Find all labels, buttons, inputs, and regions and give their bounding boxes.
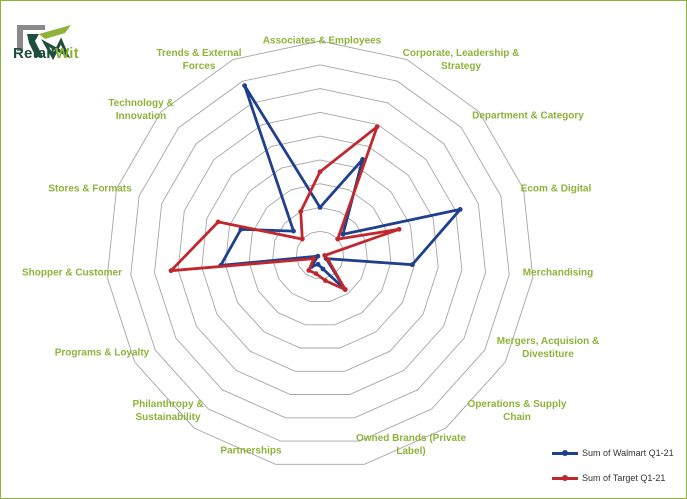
- logo-text-wit: Wit: [55, 45, 79, 62]
- grid-ring: [224, 159, 416, 349]
- grid-ring: [177, 111, 463, 395]
- data-point-walmart: [409, 262, 415, 268]
- data-point-walmart: [320, 266, 326, 272]
- category-label: Ecom & Digital: [521, 184, 592, 195]
- category-labels: Associates & Employees Corporate, Leaders…: [22, 36, 599, 458]
- legend-swatch-walmart: [552, 449, 578, 456]
- series-line-target: [169, 125, 401, 292]
- logo-wordmark: RetailWit: [13, 45, 79, 62]
- data-point-target: [168, 268, 174, 274]
- data-point-target: [325, 257, 331, 263]
- retailwit-logo-icon: [17, 25, 71, 61]
- data-point-target: [342, 287, 348, 292]
- radar-series: [168, 83, 463, 292]
- data-point-target: [298, 209, 304, 215]
- category-label: Shopper & Customer: [22, 268, 122, 279]
- logo-text-retail: Retail: [13, 45, 56, 62]
- data-point-target: [335, 236, 341, 242]
- data-point-target: [323, 278, 328, 283]
- category-label: Corporate, Leadership & Strategy: [403, 48, 520, 72]
- data-point-target: [311, 256, 317, 261]
- category-label: Philanthropy & Sustainability: [132, 399, 203, 423]
- category-label: Owned Brands (Private Label): [356, 433, 466, 457]
- legend-item-walmart: Sum of Walmart Q1-21: [552, 446, 674, 460]
- data-point-target: [313, 271, 319, 276]
- grid-ring: [130, 64, 510, 442]
- data-point-walmart: [340, 231, 346, 237]
- legend-swatch-target: [552, 474, 578, 481]
- data-point-target: [306, 268, 312, 273]
- grid-ring: [201, 135, 439, 372]
- grid-ring: [248, 183, 392, 326]
- data-point-walmart: [242, 83, 248, 88]
- category-label: Stores & Formats: [48, 184, 132, 195]
- category-label: Partnerships: [220, 446, 282, 457]
- data-point-walmart: [457, 207, 463, 212]
- category-label: Programs & Loyalty: [55, 348, 150, 359]
- series-line-walmart: [219, 84, 462, 292]
- data-point-target: [299, 236, 305, 242]
- grid-ring: [272, 206, 368, 302]
- category-label: Technology & Innovation: [108, 98, 173, 122]
- category-label: Operations & Supply Chain: [468, 399, 567, 423]
- legend-label-target: Sum of Target Q1-21: [582, 473, 666, 483]
- data-point-target: [317, 169, 323, 175]
- grid-ring: [106, 40, 534, 465]
- data-point-walmart: [315, 253, 321, 259]
- category-label: Merchandising: [523, 268, 594, 279]
- data-point-walmart: [291, 228, 296, 234]
- data-point-target: [374, 124, 380, 130]
- legend: Sum of Walmart Q1-21 Sum of Target Q1-21: [552, 446, 674, 496]
- category-label: Trends & External Forces: [156, 48, 241, 72]
- data-point-walmart: [315, 261, 321, 267]
- legend-item-target: Sum of Target Q1-21: [552, 471, 674, 485]
- data-point-target: [215, 219, 221, 225]
- data-point-target: [396, 226, 402, 232]
- grid-ring: [154, 88, 486, 419]
- category-label: Department & Category: [472, 111, 584, 122]
- data-point-walmart: [317, 205, 323, 210]
- data-point-target: [322, 253, 328, 258]
- legend-label-walmart: Sum of Walmart Q1-21: [582, 448, 674, 458]
- category-label: Associates & Employees: [263, 36, 382, 47]
- category-label: Mergers, Acquision & Divestiture: [497, 336, 599, 360]
